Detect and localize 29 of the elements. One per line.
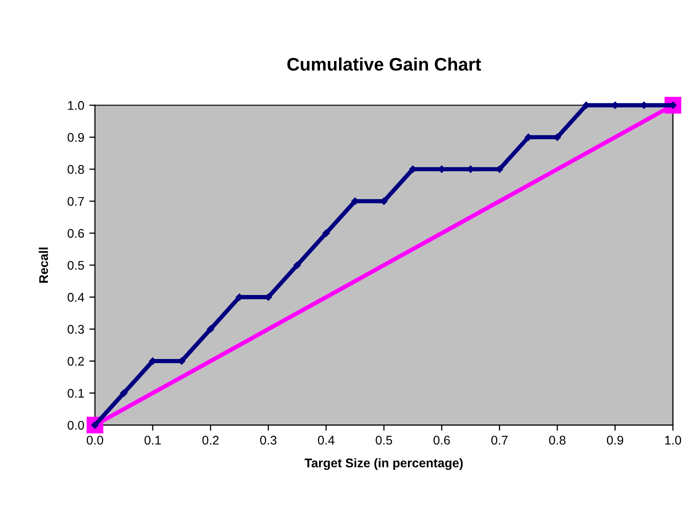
x-tick-label: 0.7	[491, 436, 508, 445]
x-tick-label: 0.9	[606, 436, 624, 445]
y-tick-label: 0.0	[68, 420, 84, 430]
y-tick-label: 0.2	[68, 356, 84, 366]
y-tick-label: 0.1	[68, 388, 84, 398]
y-tick-label: 0.9	[68, 133, 84, 142]
point	[294, 262, 301, 269]
y-tick-label: 0.6	[68, 228, 84, 238]
x-axis-title: Target Size (in percentage)	[304, 458, 463, 470]
y-tick-label: 1.0	[68, 101, 84, 110]
y-tick-label: 0.8	[68, 165, 84, 174]
y-tick-label: 0.5	[68, 260, 84, 270]
y-axis-title: Recall	[38, 248, 48, 283]
x-tick-label: 0.5	[376, 436, 392, 445]
x-tick-label: 0.1	[144, 436, 161, 445]
x-tick-label: 0.8	[549, 436, 566, 445]
point	[322, 230, 330, 237]
y-tick-label: 0.7	[68, 196, 84, 206]
point	[206, 325, 214, 333]
x-tick-label: 0.3	[260, 436, 276, 445]
x-tick-label: 0.6	[434, 436, 450, 445]
point	[120, 389, 128, 397]
x-tick-label: 0.2	[202, 436, 219, 445]
x-tick-label: 1.0	[665, 436, 682, 445]
y-tick-label: 0.4	[68, 292, 84, 302]
x-tick-label: 0.4	[318, 436, 334, 445]
y-tick-label: 0.3	[68, 324, 84, 334]
chart-title: Cumulative Gain Chart	[287, 57, 482, 71]
x-tick-label: 0.0	[86, 436, 104, 445]
